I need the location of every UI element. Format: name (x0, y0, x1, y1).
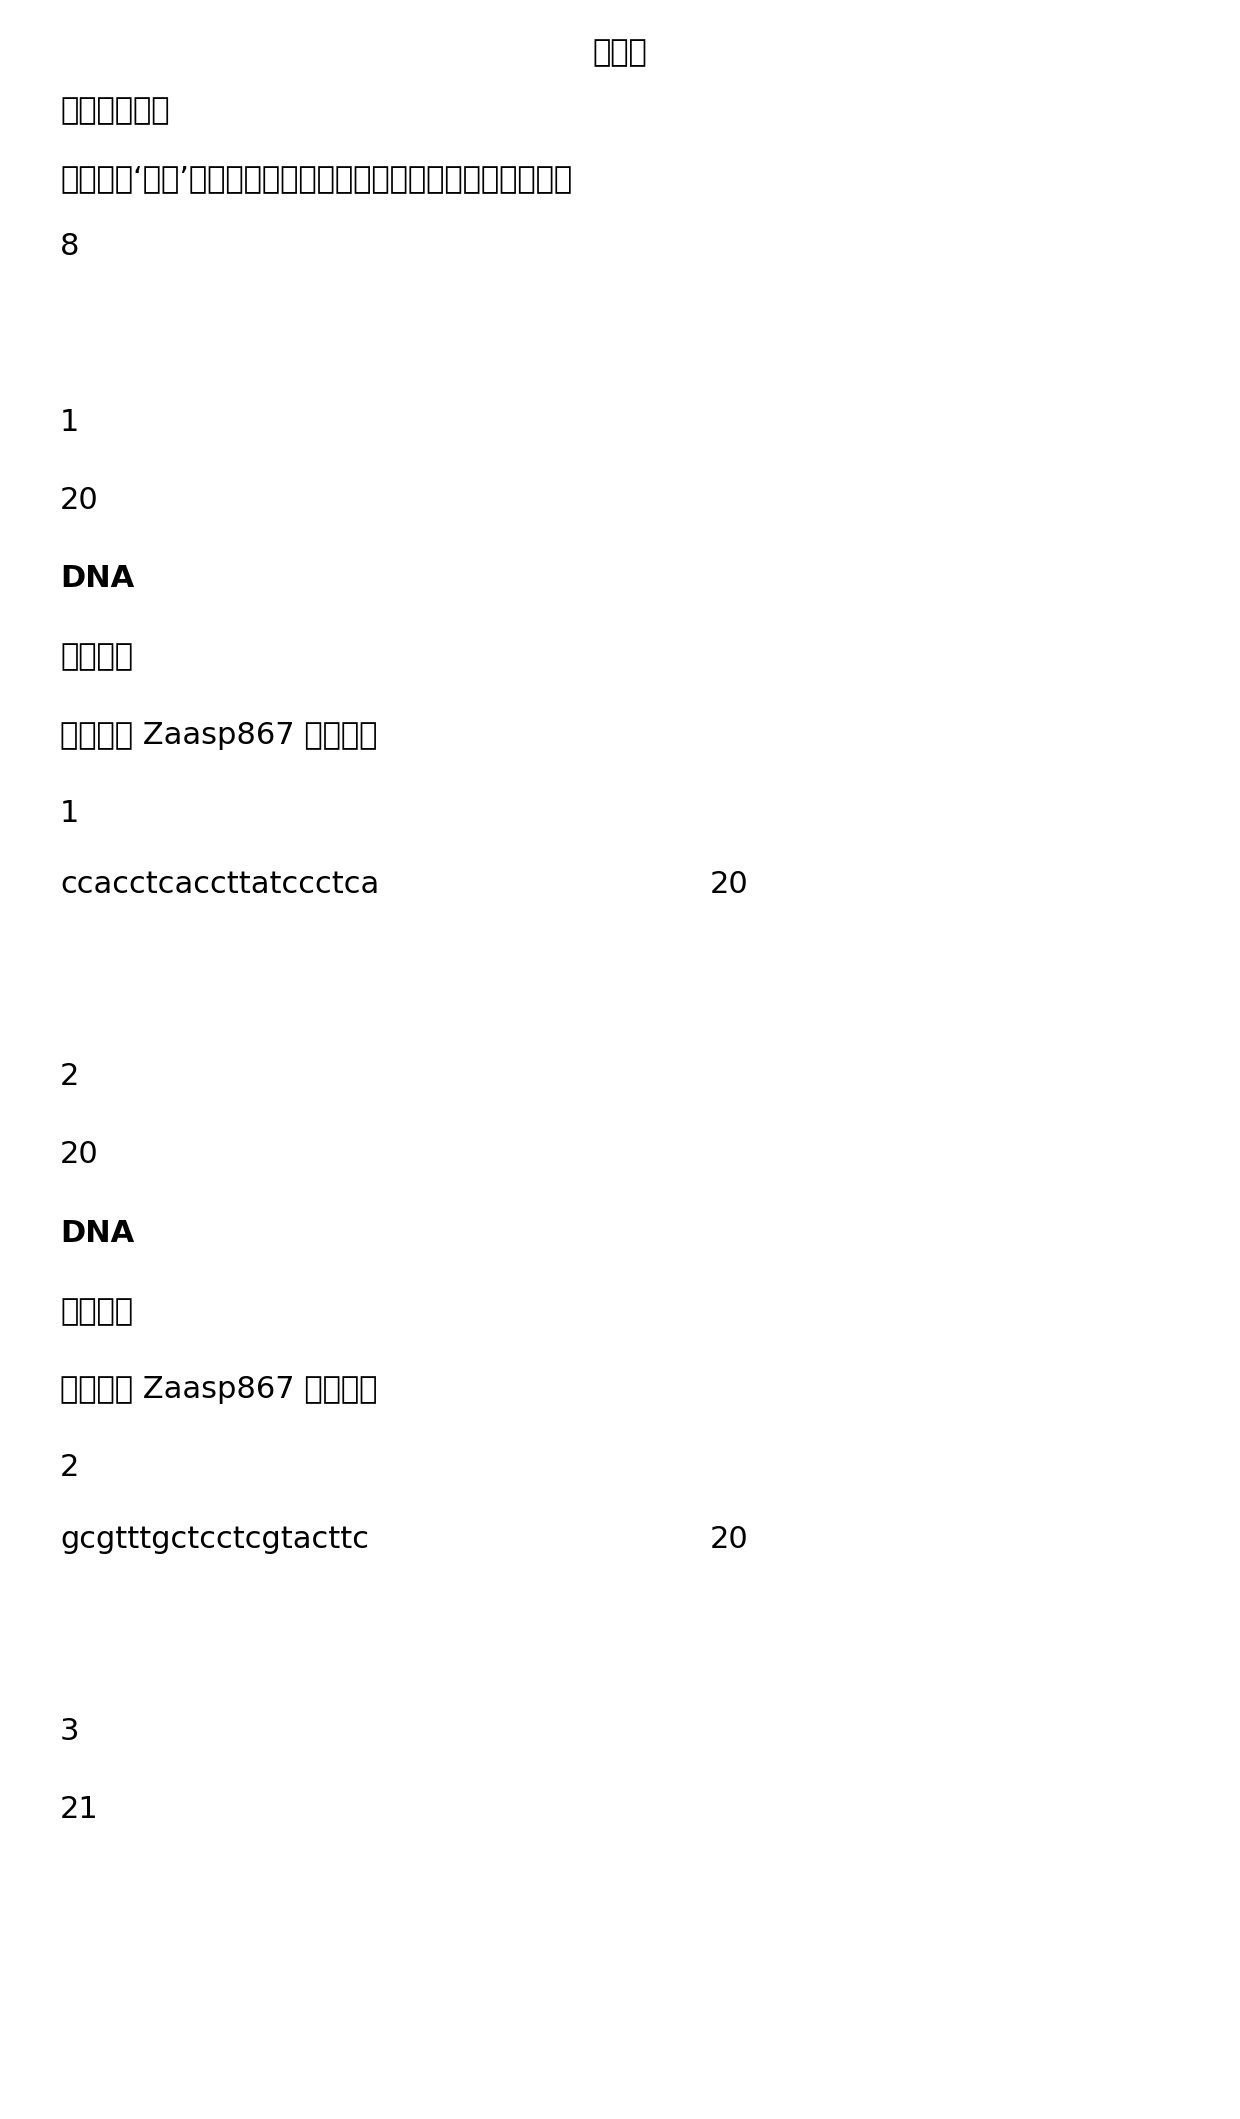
Text: 分子标记 Zaasp867 下游引物: 分子标记 Zaasp867 下游引物 (60, 1375, 377, 1405)
Text: 1: 1 (60, 407, 79, 437)
Text: 序列表: 序列表 (593, 38, 647, 68)
Text: ccacctcaccttatccctca: ccacctcaccttatccctca (60, 871, 379, 898)
Text: 人工序列: 人工序列 (60, 642, 133, 672)
Text: DNA: DNA (60, 1218, 134, 1248)
Text: gcgtttgctcctcgtacttc: gcgtttgctcctcgtacttc (60, 1524, 370, 1553)
Text: 20: 20 (711, 1524, 749, 1553)
Text: 20: 20 (60, 1140, 99, 1170)
Text: DNA: DNA (60, 564, 134, 593)
Text: 砂梨品种‘清香’果皮全褐性状基因位点的分子标记及其筛选方法: 砂梨品种‘清香’果皮全褐性状基因位点的分子标记及其筛选方法 (60, 163, 572, 193)
Text: 8: 8 (60, 231, 79, 261)
Text: 2: 2 (60, 1062, 79, 1091)
Text: 21: 21 (60, 1795, 99, 1824)
Text: 2: 2 (60, 1454, 79, 1481)
Text: 浙江省农科院: 浙江省农科院 (60, 95, 170, 125)
Text: 20: 20 (711, 871, 749, 898)
Text: 3: 3 (60, 1716, 79, 1746)
Text: 20: 20 (60, 485, 99, 515)
Text: 1: 1 (60, 799, 79, 829)
Text: 分子标记 Zaasp867 上游引物: 分子标记 Zaasp867 上游引物 (60, 720, 377, 750)
Text: 人工序列: 人工序列 (60, 1297, 133, 1326)
